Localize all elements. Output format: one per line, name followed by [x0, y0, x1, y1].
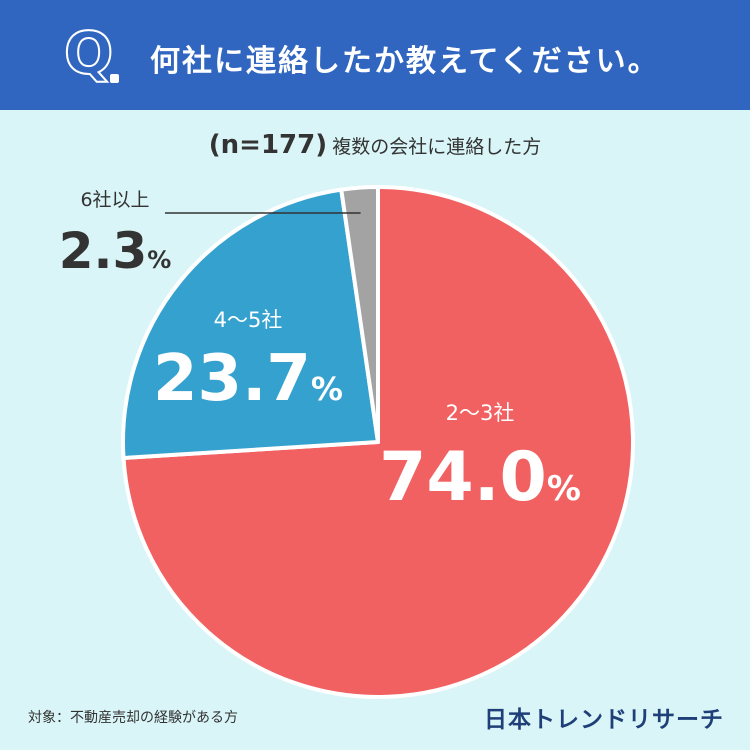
question-title: 何社に連絡したか教えてください。	[150, 44, 660, 79]
header-bar: Q 何社に連絡したか教えてください。	[0, 0, 750, 110]
slice-label-6plus: 6社以上	[80, 189, 149, 211]
slice-value-6plus: 2.3%	[59, 222, 172, 280]
pie-slice-4-5	[121, 187, 380, 461]
q-icon: Q	[63, 19, 114, 87]
q-dot-icon	[110, 74, 119, 83]
sample-description: 複数の会社に連絡した方	[332, 136, 542, 158]
slice-value-4-5: 23.7%	[153, 342, 343, 416]
brand-logo: 日本トレンドリサーチ	[484, 707, 724, 733]
slice-value-2-3: 74.0%	[379, 438, 581, 517]
pie-slice-6plus	[339, 185, 380, 444]
sample-size: (n=177)	[208, 130, 328, 160]
slice-label-4-5: 4〜5社	[214, 308, 283, 332]
sample-info: (n=177) 複数の会社に連絡した方	[0, 130, 750, 160]
survey-target: 対象：不動産売却の経験がある方	[28, 710, 238, 726]
slice-label-2-3: 2〜3社	[446, 401, 515, 425]
